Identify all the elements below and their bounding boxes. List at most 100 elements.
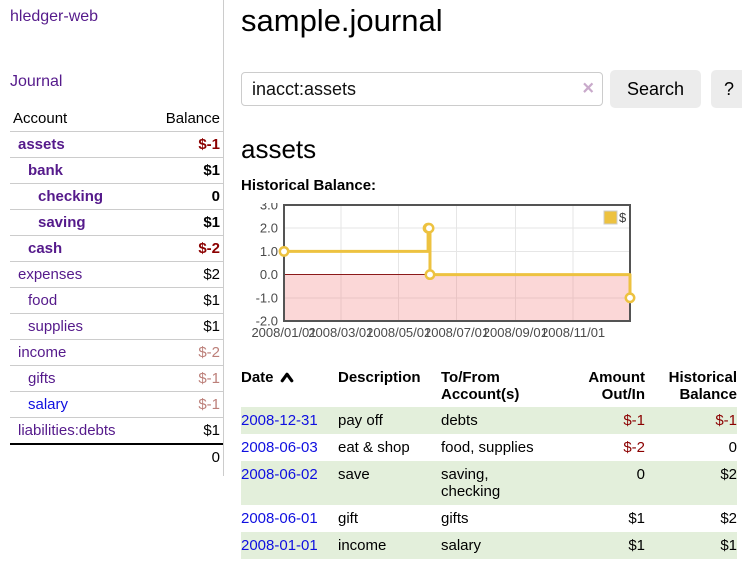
accounts-total-row: 0 [10, 443, 223, 470]
transaction-accounts: food, supplies [441, 439, 534, 456]
account-link-assets[interactable]: assets [18, 136, 65, 153]
account-column-header: Account [10, 106, 147, 132]
account-row: checking 0 [10, 183, 223, 210]
account-link-checking[interactable]: checking [38, 188, 104, 205]
account-row: salary $-1 [10, 391, 223, 418]
account-link-saving[interactable]: saving [38, 214, 86, 231]
transaction-description: eat & shop [338, 439, 410, 456]
account-link-expenses[interactable]: expenses [18, 266, 83, 283]
transaction-accounts: gifts [441, 510, 469, 527]
account-row: assets $-1 [10, 131, 223, 158]
account-balance: $-1 [147, 131, 223, 158]
transaction-amount: $1 [628, 537, 645, 554]
transaction-amount: $-1 [623, 412, 645, 429]
accounts-total-balance: 0 [147, 443, 223, 470]
svg-text:2008/03/01: 2008/03/01 [308, 325, 373, 340]
register-row: 2008-06-02 save saving, checking 0 $2 [241, 461, 737, 505]
search-help-button[interactable]: ? [711, 70, 742, 108]
account-link-income[interactable]: income [18, 344, 67, 361]
account-balance: $-1 [147, 365, 223, 392]
page-title: sample.journal [241, 3, 443, 38]
transaction-date-link[interactable]: 2008-06-01 [241, 510, 318, 527]
transaction-description: pay off [338, 412, 383, 429]
accounts-table-header: Account Balance [10, 106, 223, 132]
account-link-liabilities-debts[interactable]: liabilities:debts [18, 422, 116, 439]
account-balance: $2 [147, 261, 223, 288]
chart-title: Historical Balance: [241, 177, 377, 194]
account-row: liabilities:debts $1 [10, 417, 223, 445]
transaction-date-link[interactable]: 2008-12-31 [241, 412, 318, 429]
register-row: 2008-06-03 eat & shop food, supplies $-2… [241, 434, 737, 461]
historical-balance-chart[interactable]: 3.0 2.0 1.0 0.0 -1.0 -2.0 2008/01/01 2008/03/01… [241, 198, 637, 345]
transaction-balance: 0 [728, 439, 737, 456]
transaction-accounts: saving, checking [441, 466, 501, 500]
register-row: 2008-06-01 gift gifts $1 $2 [241, 505, 737, 532]
account-balance: $-1 [147, 391, 223, 418]
account-link-food[interactable]: food [28, 292, 58, 309]
account-link-gifts[interactable]: gifts [28, 370, 56, 387]
transaction-amount: 0 [636, 466, 645, 483]
account-row: expenses $2 [10, 261, 223, 288]
register-row: 2008-01-01 income salary $1 $1 [241, 532, 737, 559]
account-link-supplies[interactable]: supplies [28, 318, 84, 335]
column-header-date[interactable]: Date [241, 365, 338, 407]
svg-text:-2.0: -2.0 [256, 314, 278, 329]
app-title-link[interactable]: hledger-web [10, 8, 99, 25]
account-balance: $-2 [147, 339, 223, 366]
svg-text:2008/07/01: 2008/07/01 [424, 325, 489, 340]
page: hledger-web Journal Account Balance asse… [10, 0, 742, 559]
account-balance: $1 [147, 209, 223, 236]
account-heading: assets [241, 134, 317, 164]
transaction-date-link[interactable]: 2008-01-01 [241, 537, 318, 554]
account-row: saving $1 [10, 209, 223, 236]
account-balance: $1 [147, 287, 223, 314]
account-row: income $-2 [10, 339, 223, 366]
account-row: supplies $1 [10, 313, 223, 340]
account-row: cash $-2 [10, 235, 223, 262]
search-button[interactable]: Search [610, 70, 702, 108]
sort-ascending-icon [280, 372, 293, 383]
transaction-balance: $2 [720, 466, 737, 483]
column-header-accounts: To/From Account(s) [441, 369, 520, 403]
svg-text:2008/11/01: 2008/11/01 [541, 325, 605, 340]
search-form: × Search ? [241, 70, 742, 108]
account-balance: $1 [147, 157, 223, 184]
accounts-table: Account Balance assets $-1 bank $1 check… [10, 106, 223, 470]
column-header-balance: Historical Balance [668, 369, 737, 403]
svg-text:2008/09/01: 2008/09/01 [483, 325, 548, 340]
chart-legend-label: $ [619, 210, 627, 225]
clear-search-icon[interactable]: × [582, 77, 594, 100]
transaction-description: income [338, 537, 387, 554]
balance-column-header: Balance [147, 106, 223, 132]
transaction-balance: $2 [720, 510, 737, 527]
sidebar-item-journal[interactable]: Journal [10, 73, 63, 90]
account-link-bank[interactable]: bank [28, 162, 64, 179]
account-balance: 0 [147, 183, 223, 210]
account-balance: $1 [147, 417, 223, 445]
transaction-accounts: salary [441, 537, 482, 554]
account-link-salary[interactable]: salary [28, 396, 69, 413]
search-input[interactable] [241, 72, 603, 106]
account-link-cash[interactable]: cash [28, 240, 63, 257]
svg-text:-1.0: -1.0 [256, 290, 278, 305]
account-row: gifts $-1 [10, 365, 223, 392]
transaction-amount: $1 [628, 510, 645, 527]
svg-text:2008/05/01: 2008/05/01 [366, 325, 431, 340]
transaction-accounts: debts [441, 412, 478, 429]
date-header-label: Date [241, 369, 274, 386]
account-balance: $1 [147, 313, 223, 340]
svg-text:2008/01/01: 2008/01/01 [251, 325, 316, 340]
transaction-description: save [338, 466, 370, 483]
transaction-amount: $-2 [623, 439, 645, 456]
register-header-row: Date Description To/From Account(s) Amou… [241, 365, 737, 407]
register-table: Date Description To/From Account(s) Amou… [241, 365, 737, 559]
svg-text:0.0: 0.0 [260, 267, 278, 282]
transaction-description: gift [338, 510, 359, 527]
svg-text:3.0: 3.0 [260, 203, 278, 213]
column-header-amount: Amount Out/In [588, 369, 645, 403]
account-row: food $1 [10, 287, 223, 314]
transaction-balance: $-1 [715, 412, 737, 429]
column-header-description: Description [338, 369, 421, 386]
transaction-date-link[interactable]: 2008-06-02 [241, 466, 318, 483]
transaction-date-link[interactable]: 2008-06-03 [241, 439, 318, 456]
